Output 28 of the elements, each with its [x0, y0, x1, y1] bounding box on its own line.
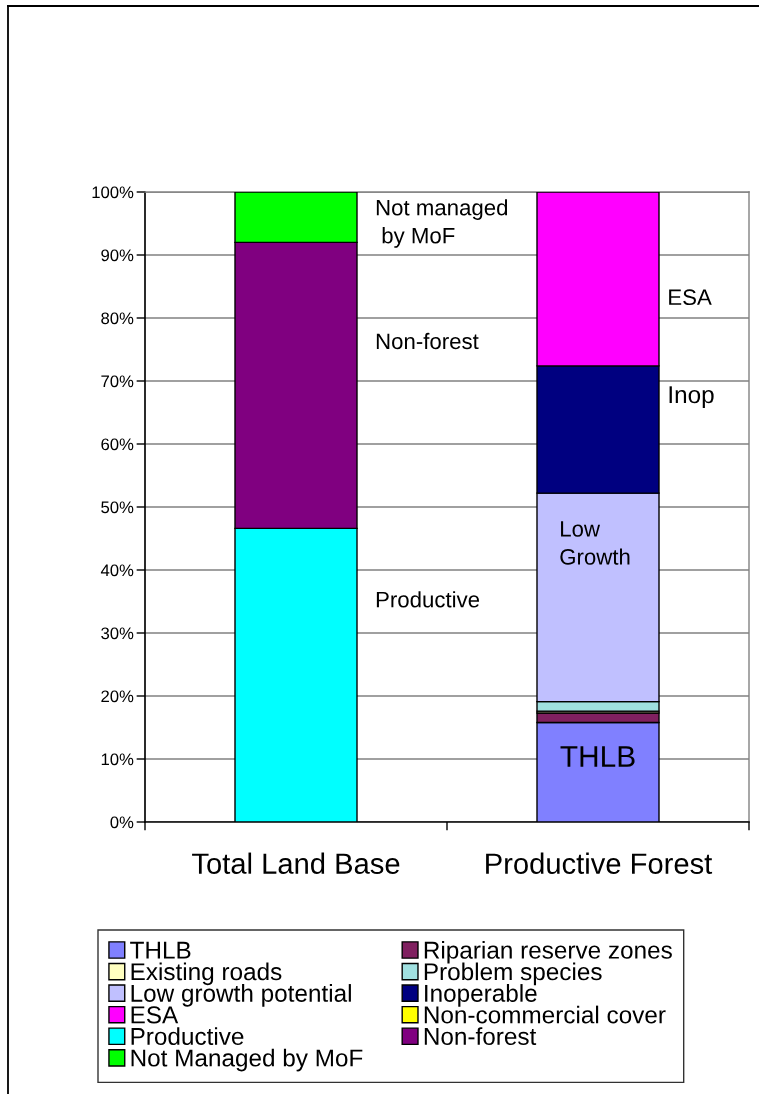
y-tick-label: 20% — [101, 690, 134, 703]
y-tick-label: 50% — [101, 501, 134, 514]
y-tick-label: 30% — [101, 627, 134, 640]
legend-label: ESA — [131, 1006, 179, 1024]
legend-label: Non-commercial cover — [424, 1005, 666, 1024]
y-tick-label: 40% — [100, 564, 134, 577]
y-tick-label: 0% — [110, 816, 134, 829]
legend-label: Not Managed by MoF — [131, 1048, 363, 1072]
y-tick-label: 80% — [101, 312, 134, 325]
annotation: THLB — [560, 746, 635, 767]
y-tick-label: 100% — [92, 186, 134, 199]
y-tick-label: 90% — [101, 249, 134, 262]
annotation: ESA — [669, 289, 712, 306]
annotation: Low Growth — [560, 521, 630, 565]
annotation: Productive — [376, 591, 480, 608]
annotation: Non-forest — [376, 332, 479, 350]
legend-label: Non-forest — [424, 1027, 537, 1046]
legend-label: THLB — [130, 941, 191, 959]
legend-label: Productive — [131, 1027, 244, 1046]
legend-label: Inoperable — [425, 984, 537, 1007]
y-tick-label: 60% — [101, 438, 134, 451]
x-tick-label: Total Land Base — [192, 852, 400, 874]
y-tick-label: 70% — [101, 375, 134, 388]
x-tick-label: Productive Forest — [486, 852, 713, 874]
legend-label: Low growth potential — [131, 984, 351, 1007]
y-tick-label: 10% — [101, 753, 134, 766]
annotation: Inop — [669, 386, 714, 409]
annotation: Not managed by MoF — [376, 199, 508, 248]
